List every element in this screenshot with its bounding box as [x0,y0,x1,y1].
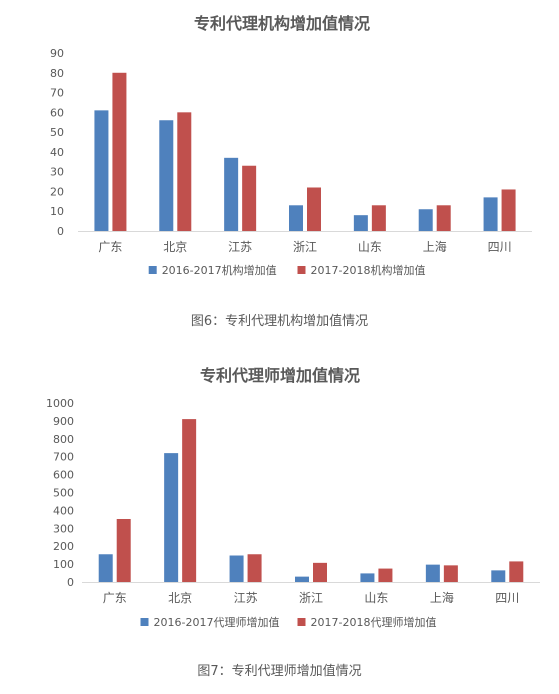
legend-swatch [140,618,149,626]
legend-swatch [148,266,157,274]
bar-second-period [378,568,393,582]
y-tick-label: 900 [53,415,74,428]
y-tick-label: 30 [50,166,64,179]
chart-title: 专利代理师增加值情况 [200,366,360,385]
x-category-label: 广东 [103,591,127,605]
x-category-label: 北京 [163,240,187,254]
bar-second-period [371,205,386,231]
bar-second-period [307,187,321,231]
x-category-label: 广东 [98,240,122,254]
legend-swatch [297,618,306,626]
bar-first-period [164,453,179,582]
x-category-label: 江苏 [228,240,252,254]
y-tick-label: 100 [53,558,74,571]
x-category-label: 四川 [495,591,519,605]
x-category-label: 浙江 [293,240,317,254]
x-category-label: 山东 [364,591,388,605]
bar-second-period [242,165,257,231]
y-tick-label: 1000 [46,397,74,410]
bar-first-period [295,576,309,582]
figure-caption-6: 图6：专利代理机构增加值情况 [190,314,369,329]
bar-second-period [182,419,197,582]
y-tick-label: 0 [57,225,64,238]
bar-second-period [436,205,451,231]
y-tick-label: 50 [50,126,64,139]
bar-second-period [112,72,127,232]
y-tick-label: 20 [50,185,64,198]
bar-second-period [177,112,192,231]
bar-second-period [501,189,516,231]
x-category-label: 上海 [423,239,447,254]
y-tick-label: 700 [53,451,74,464]
chart-agents-svg: 专利代理师增加值情况 0 100 200 300 400 500 600 700 800 900 1… [46,366,540,629]
chart-agents: 专利代理师增加值情况 0 100 200 300 400 500 600 700 800 900 1… [0,350,559,640]
bar-first-period [425,564,440,582]
bar-second-period [509,561,524,582]
bar-second-period [247,554,262,582]
bar-first-period [418,209,433,231]
y-tick-label: 80 [50,67,64,80]
x-category-label: 四川 [488,240,512,254]
x-category-label: 上海 [430,590,454,605]
figure-caption-7: 图7：专利代理师增加值情况 [197,664,362,679]
y-tick-label: 300 [53,522,74,535]
y-tick-label: 40 [50,146,64,159]
bar-second-period [313,562,327,582]
bar-first-period [94,110,109,231]
y-tick-label: 10 [50,205,64,218]
y-tick-label: 400 [53,504,74,517]
y-tick-label: 600 [53,469,74,482]
bar-first-period [224,157,239,231]
bar-first-period [98,554,113,582]
x-category-label: 山东 [358,240,382,254]
legend-label: 2017-2018代理师增加值 [311,615,437,629]
y-tick-label: 70 [50,87,64,100]
y-tick-label: 90 [50,47,64,60]
x-category-label: 北京 [168,591,192,605]
bar-first-period [491,570,506,582]
bar-first-period [289,205,303,231]
legend-swatch [297,266,306,274]
y-tick-label: 60 [50,106,64,119]
bar-first-period [159,120,174,231]
legend-label: 2016-2017机构增加值 [162,263,277,277]
x-category-label: 江苏 [234,591,258,605]
chart-title: 专利代理机构增加值情况 [194,14,370,33]
bar-first-period [353,215,368,231]
x-category-label: 浙江 [299,591,323,605]
bar-first-period [483,197,498,231]
bar-first-period [360,573,375,582]
legend-label: 2016-2017代理师增加值 [154,615,280,629]
y-tick-label: 0 [67,576,74,589]
chart-agencies-svg: 专利代理机构增加值情况 0 10 20 30 40 50 60 70 80 90 广东 北京 江苏 浙江 山… [50,14,532,277]
legend-label: 2017-2018机构增加值 [311,263,426,277]
chart-agencies: 专利代理机构增加值情况 0 10 20 30 40 50 60 70 80 90 广东 北京 江苏 浙江 山… [0,0,559,300]
y-tick-label: 800 [53,433,74,446]
bar-second-period [443,565,458,582]
y-tick-label: 500 [53,487,74,500]
bar-first-period [229,555,244,582]
y-tick-label: 200 [53,540,74,553]
bar-second-period [116,518,131,582]
